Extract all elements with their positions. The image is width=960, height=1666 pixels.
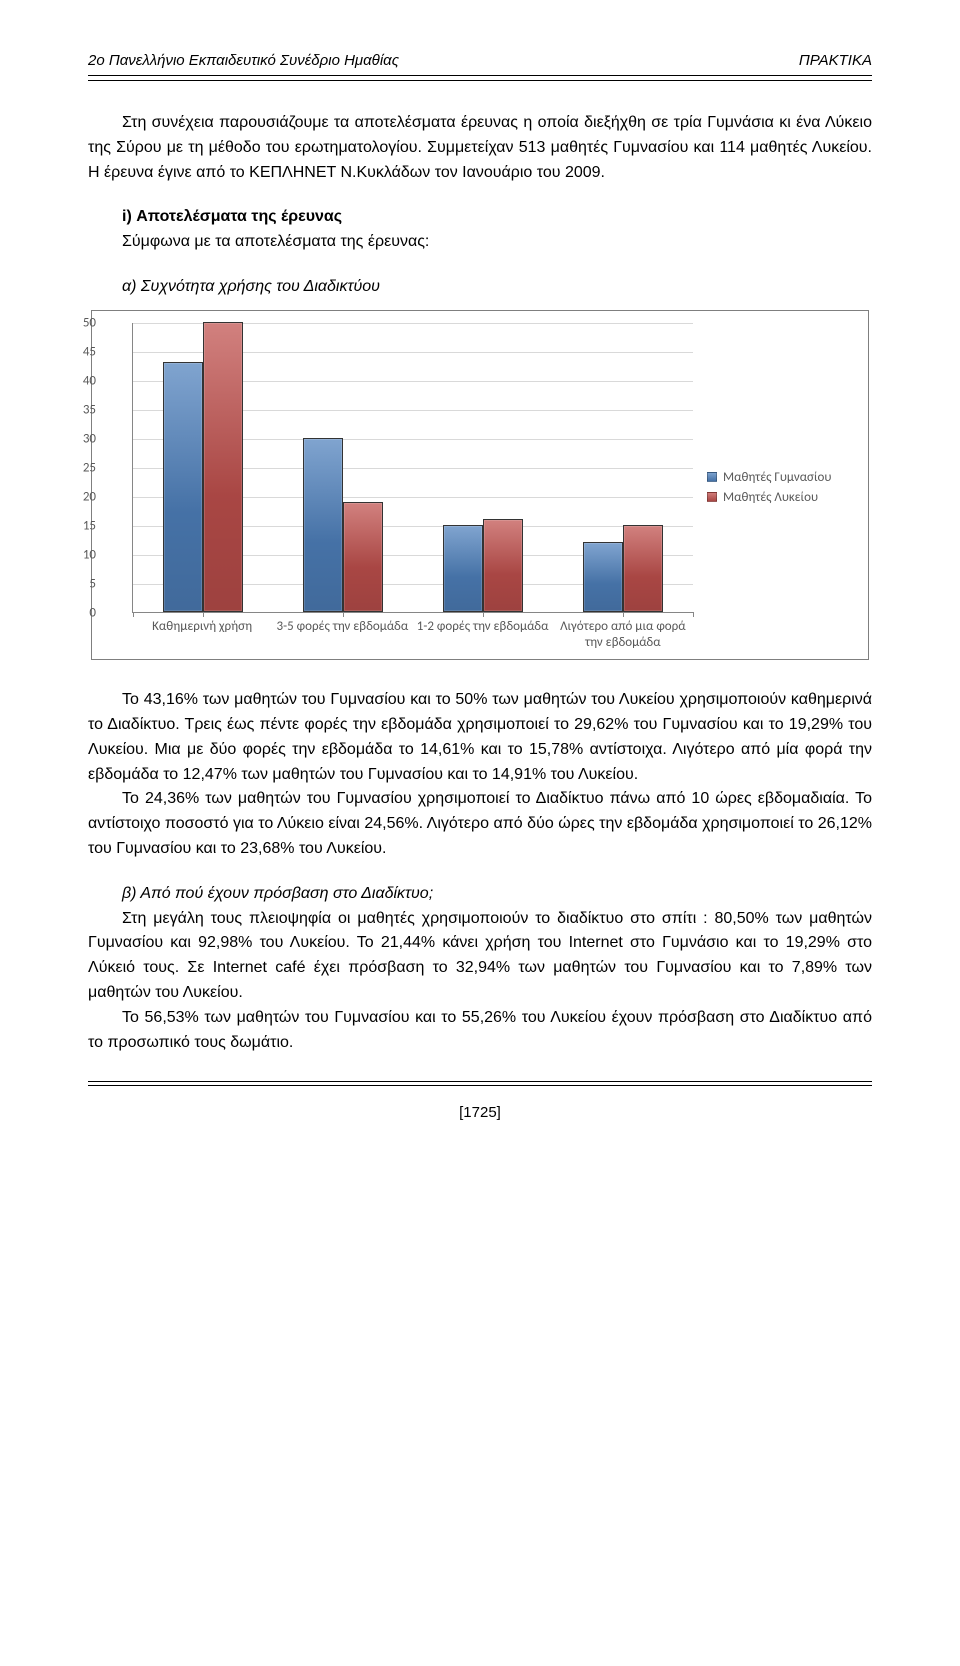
bar [303,438,343,612]
page-number: [1725] [88,1104,872,1121]
frequency-chart: 05101520253035404550 Καθημερινή χρήση3-5… [91,310,869,661]
bar-group [133,323,273,612]
bar [483,519,523,612]
bar-group [413,323,553,612]
header-right: ΠΡΑΚΤΙΚΑ [799,52,872,69]
section-i-lead: Σύμφωνα με τα αποτελέσματα της έρευνας: [88,230,872,255]
header-rule-1 [88,75,872,76]
legend-swatch [707,472,717,482]
x-tick-label: Λιγότερο από μια φορά την εβδομάδα [553,619,693,652]
running-header: 2ο Πανελλήνιο Εκπαιδευτικό Συνέδριο Ημαθ… [88,52,872,69]
y-tick-label: 10 [83,547,96,562]
legend-label: Μαθητές Λυκείου [723,490,818,505]
bar [623,525,663,612]
x-axis-labels: Καθημερινή χρήση3-5 φορές την εβδομάδα1-… [132,619,693,652]
bar [583,542,623,612]
subhead-b: β) Από πού έχουν πρόσβαση στο Διαδίκτυο; [88,882,872,907]
y-tick-label: 40 [83,373,96,388]
legend-item: Μαθητές Γυμνασίου [707,470,858,485]
paragraph-intro: Στη συνέχεια παρουσιάζουμε τα αποτελέσμα… [88,111,872,185]
paragraph-results-b2: Το 56,53% των μαθητών του Γυμνασίου και … [88,1006,872,1056]
bar [443,525,483,612]
paragraph-results-a1: Το 43,16% των μαθητών του Γυμνασίου και … [88,688,872,787]
legend-item: Μαθητές Λυκείου [707,490,858,505]
y-tick-label: 45 [83,344,96,359]
bar [203,322,243,612]
bar [163,362,203,611]
y-tick-label: 30 [83,431,96,446]
y-tick-label: 15 [83,518,96,533]
section-i-title: i) Αποτελέσματα της έρευνας [122,208,342,225]
chart-inner: 05101520253035404550 Καθημερινή χρήση3-5… [102,323,858,652]
y-tick-label: 0 [89,605,96,620]
legend-swatch [707,492,717,502]
y-axis-labels: 05101520253035404550 [72,323,100,613]
paragraph-results-a2: Το 24,36% των μαθητών του Γυμνασίου χρησ… [88,787,872,861]
legend-label: Μαθητές Γυμνασίου [723,470,831,485]
plot-area: 05101520253035404550 Καθημερινή χρήση3-5… [102,323,693,652]
plot-box [132,323,693,613]
bar-group [553,323,693,612]
legend: Μαθητές Γυμνασίου Μαθητές Λυκείου [693,465,858,510]
subhead-a: α) Συχνότητα χρήσης του Διαδικτύου [88,275,872,300]
y-tick-label: 50 [83,315,96,330]
page: 2ο Πανελλήνιο Εκπαιδευτικό Συνέδριο Ημαθ… [0,0,960,1161]
bar-group [273,323,413,612]
x-tick-label: 3-5 φορές την εβδομάδα [272,619,412,652]
section-i-heading: i) Αποτελέσματα της έρευνας [88,205,872,230]
paragraph-results-b1: Στη μεγάλη τους πλειοψηφία οι μαθητές χρ… [88,907,872,1006]
y-tick-label: 5 [89,576,96,591]
y-tick-label: 35 [83,402,96,417]
footer-rule-2 [88,1085,872,1086]
header-left: 2ο Πανελλήνιο Εκπαιδευτικό Συνέδριο Ημαθ… [88,52,399,69]
y-tick-label: 20 [83,489,96,504]
footer-rule-1 [88,1081,872,1082]
header-rule-2 [88,80,872,81]
y-tick-label: 25 [83,460,96,475]
bar [343,502,383,612]
x-tick-label: Καθημερινή χρήση [132,619,272,652]
x-tick-label: 1-2 φορές την εβδομάδα [413,619,553,652]
bar-groups [133,323,693,612]
